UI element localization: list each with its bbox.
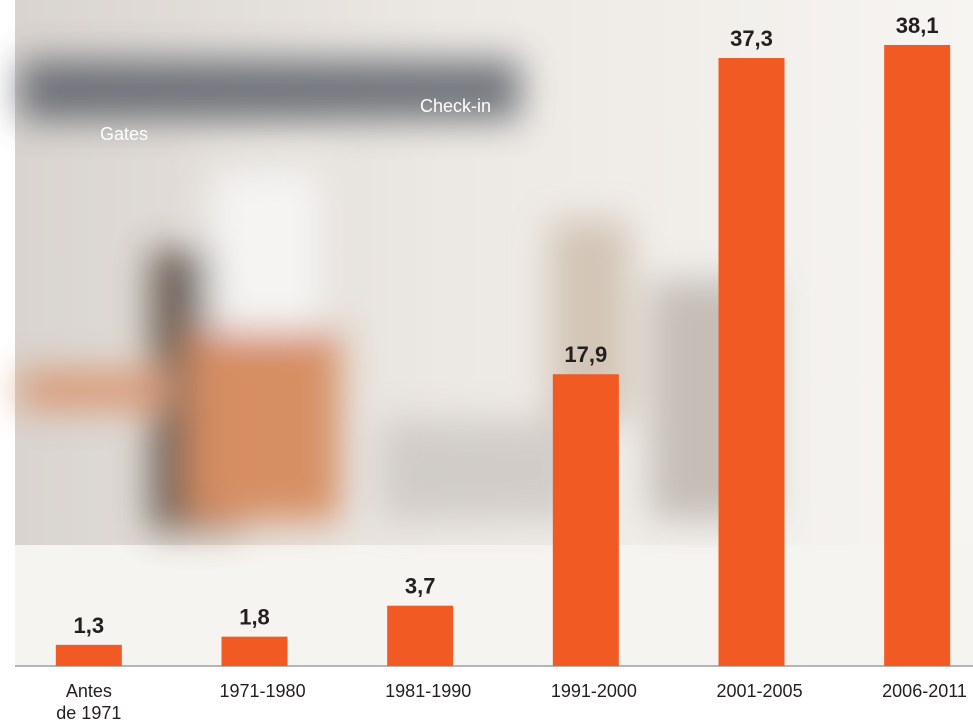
- x-tick-label: 1971-1980: [219, 681, 306, 701]
- bar: [884, 44, 951, 667]
- svg-text:Check-in: Check-in: [420, 96, 491, 116]
- x-tick-label: 2006-2011: [882, 681, 967, 701]
- value-label: 17,9: [564, 342, 607, 367]
- value-label: 3,7: [405, 574, 436, 599]
- value-label: 38,1: [896, 13, 939, 38]
- value-label: 37,3: [730, 26, 773, 51]
- x-tick-label: 1981-1990: [385, 681, 472, 701]
- x-tick-label: Antes de 1971: [56, 681, 122, 723]
- value-label: 1,8: [239, 605, 270, 630]
- bar: [221, 636, 288, 666]
- value-label: 1,3: [74, 613, 105, 638]
- background-photo: Gates Check-in: [15, 0, 973, 666]
- x-tick-label: 1991-2000: [550, 681, 637, 701]
- svg-text:Gates: Gates: [100, 124, 148, 144]
- bar: [55, 644, 122, 666]
- x-tick-label: 2001-2005: [716, 681, 803, 701]
- bar: [552, 374, 619, 666]
- bar: [387, 605, 454, 666]
- bar: [718, 58, 785, 666]
